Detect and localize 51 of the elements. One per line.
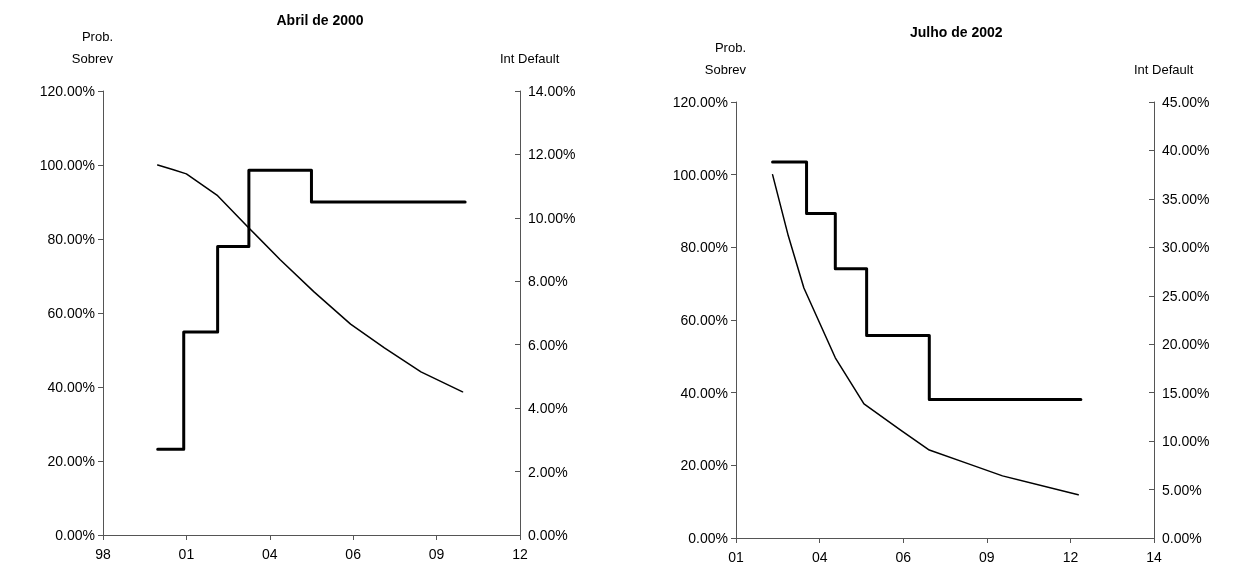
y2-tick-label: 5.00% [1162,481,1202,498]
y2-tick-label: 15.00% [1162,384,1210,401]
y2-tick-label: 25.00% [1162,287,1210,304]
y-tick-label: 100.00% [672,166,728,183]
y-tick-label: 0.00% [688,530,728,546]
y2-tick-label: 10.00% [528,209,576,226]
y-tick-label: 120.00% [39,83,95,99]
line-series [771,173,1079,496]
y-tick-label: 0.00% [55,527,95,543]
y-tick-label: 120.00% [672,94,728,110]
y-tick-label: 80.00% [680,239,728,256]
y2-tick-label: 0.00% [528,527,568,543]
y2-axis-title: Int Default [500,50,560,66]
y2-axis-title: Int Default [1134,61,1194,77]
y2-tick-label: 12.00% [528,146,576,163]
y-tick-label: 60.00% [47,305,95,321]
y2-tick-label: 35.00% [1162,190,1210,207]
y2-tick-label: 8.00% [528,273,568,290]
x-tick-label: 14 [1146,549,1162,565]
chart-title: Abril de 2000 [276,12,364,28]
y2-tick-label: 0.00% [1162,530,1202,546]
y-tick-label: 80.00% [47,231,95,247]
x-tick-label: 04 [811,549,828,565]
y-axis-title: Prob. Sobrev [71,28,114,66]
y2-tick-label: 14.00% [528,83,576,99]
x-tick-label: 12 [1062,549,1079,565]
x-tick-label: 01 [178,546,195,562]
x-tick-label: 09 [428,546,445,562]
x-tick-label: 01 [728,549,744,565]
y2-tick-label: 10.00% [1162,433,1210,450]
x-tick-label: 06 [345,546,362,562]
y2-tick-label: 45.00% [1162,94,1210,110]
chart-title: Julho de 2002 [910,24,1003,40]
y-tick-label: 40.00% [680,384,728,401]
y2-tick-label: 30.00% [1162,239,1210,256]
y2-tick-label: 4.00% [528,400,568,417]
x-tick-label: 98 [95,546,111,562]
y2-tick-label: 20.00% [1162,336,1210,353]
y-tick-label: 40.00% [47,379,95,395]
y2-tick-label: 2.00% [528,463,568,480]
y2-tick-label: 6.00% [528,336,568,353]
y-axis-title: Prob. Sobrev [704,39,747,77]
x-tick-label: 12 [512,546,528,562]
y-tick-label: 20.00% [47,453,95,469]
x-tick-label: 06 [895,549,912,565]
y-tick-label: 100.00% [39,157,95,173]
x-tick-label: 04 [262,546,278,562]
y2-tick-label: 40.00% [1162,142,1210,159]
x-tick-label: 09 [979,549,995,565]
y-tick-label: 60.00% [680,312,728,328]
y-tick-label: 20.00% [680,457,728,474]
